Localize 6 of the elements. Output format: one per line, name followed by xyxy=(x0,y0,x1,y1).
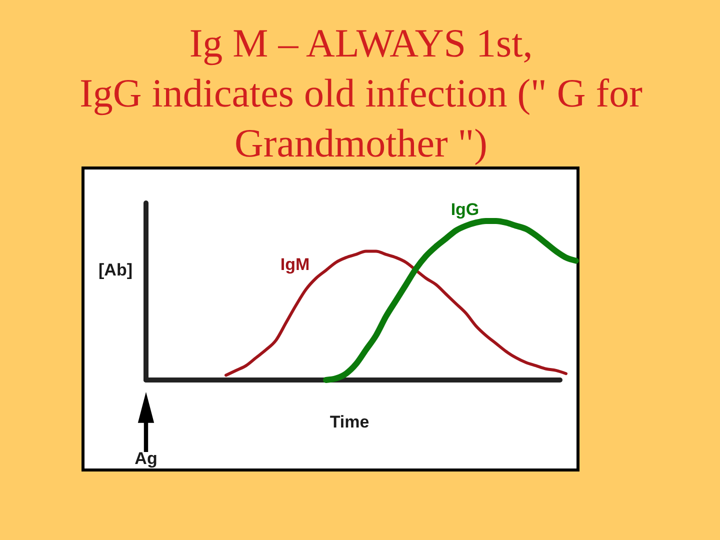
y-axis-title: [Ab] xyxy=(98,260,132,280)
text: Ag xyxy=(134,449,158,468)
chart-title: Ig M – ALWAYS 1st, IgG indicates old infection (" G for Grandmother ") xyxy=(80,20,642,166)
series-label: IgG xyxy=(450,200,480,219)
x-axis-title: Time xyxy=(330,412,370,432)
series-label: IgM xyxy=(280,255,310,274)
